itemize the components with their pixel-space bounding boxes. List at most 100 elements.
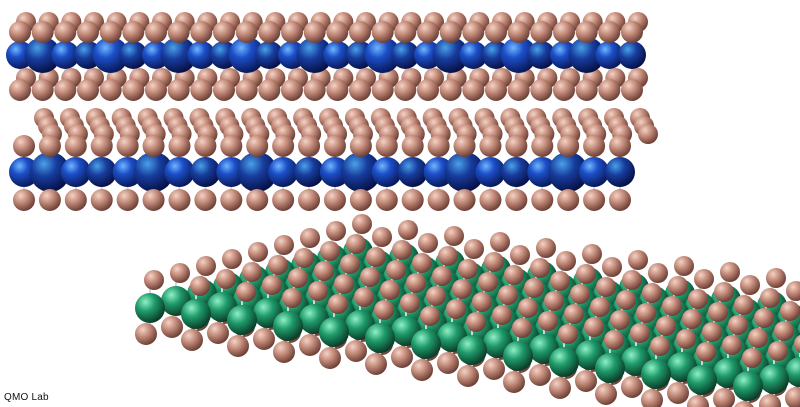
chalcogen-atom [420, 306, 440, 326]
metal-atom [187, 41, 216, 69]
chalcogen-atom [300, 228, 320, 248]
chalcogen-atom [258, 79, 281, 101]
chalcogen-atom [406, 273, 426, 293]
chalcogen-atom [556, 251, 576, 271]
chalcogen-atom [464, 239, 484, 259]
chalcogen-atom [636, 303, 656, 323]
chalcogen-atom [64, 189, 87, 211]
chalcogen-atom [380, 280, 400, 300]
chalcogen-atom [557, 189, 580, 211]
metal-atom [475, 157, 506, 187]
chalcogen-atom [38, 135, 61, 157]
chalcogen-atom [553, 79, 575, 101]
chalcogen-atom [349, 21, 371, 43]
chalcogen-atom [760, 288, 780, 308]
metal-atom [503, 341, 533, 371]
chalcogen-atom [478, 272, 498, 292]
chalcogen-atom [354, 287, 374, 307]
chalcogen-atom [786, 281, 800, 301]
middle-crystal-layer [9, 108, 658, 211]
chalcogen-atom [326, 79, 349, 101]
metal-atom [119, 41, 148, 69]
metal-atom [294, 157, 325, 187]
chalcogen-atom [167, 21, 190, 43]
chalcogen-atom [550, 271, 570, 291]
chalcogen-atom [220, 135, 243, 157]
chalcogen-atom [622, 270, 642, 290]
metal-atom [527, 41, 556, 69]
chalcogen-atom [687, 395, 709, 407]
metal-atom [24, 37, 61, 73]
chalcogen-atom [417, 79, 439, 101]
chalcogen-atom [479, 135, 502, 157]
chalcogen-atom [575, 21, 598, 43]
chalcogen-atom [609, 135, 631, 157]
chalcogen-atom [638, 124, 658, 144]
chalcogen-atom [116, 189, 139, 211]
chalcogen-atom [326, 21, 349, 43]
metal-atom [641, 359, 671, 389]
chalcogen-atom [308, 281, 328, 301]
chalcogen-atom [90, 135, 113, 157]
metal-atom [501, 157, 532, 187]
metal-atom [432, 37, 469, 73]
chalcogen-atom [492, 305, 512, 325]
chalcogen-atom [490, 232, 510, 252]
chalcogen-atom [667, 382, 689, 404]
chalcogen-atom [780, 301, 800, 321]
chalcogen-atom [507, 79, 530, 101]
chalcogen-atom [609, 189, 631, 211]
chalcogen-atom [235, 79, 258, 101]
chalcogen-atom [273, 341, 295, 363]
metal-atom [444, 152, 485, 192]
metal-atom [595, 353, 625, 383]
chalcogen-atom [734, 295, 754, 315]
chalcogen-atom [728, 315, 748, 335]
metal-atom [92, 37, 129, 73]
chalcogen-atom [272, 135, 295, 157]
metal-atom [51, 41, 80, 69]
chalcogen-atom [558, 324, 578, 344]
chalcogen-atom [401, 135, 424, 157]
chalcogen-atom [722, 335, 742, 355]
chalcogen-atom [498, 285, 518, 305]
chalcogen-atom [161, 316, 183, 338]
chalcogen-atom [9, 21, 31, 43]
metal-atom [190, 157, 221, 187]
chalcogen-atom [530, 21, 553, 43]
metal-atom [605, 157, 635, 187]
chalcogen-atom [236, 282, 256, 302]
chalcogen-atom [444, 226, 464, 246]
chalcogen-atom [742, 348, 762, 368]
chalcogen-atom [531, 189, 554, 211]
chalcogen-atom [642, 283, 662, 303]
chalcogen-atom [621, 21, 643, 43]
metal-atom [457, 335, 487, 365]
chalcogen-atom [656, 316, 676, 336]
chalcogen-atom [349, 79, 371, 101]
chalcogen-atom [650, 336, 670, 356]
chalcogen-atom [598, 79, 621, 101]
chalcogen-atom [628, 250, 648, 270]
metal-atom [595, 41, 624, 69]
chalcogen-atom [794, 334, 800, 354]
chalcogen-atom [242, 262, 262, 282]
chalcogen-atom [553, 21, 575, 43]
chalcogen-atom [458, 259, 478, 279]
chalcogen-atom [531, 135, 554, 157]
chalcogen-atom [641, 389, 663, 407]
chalcogen-atom [538, 311, 558, 331]
chalcogen-atom [485, 21, 507, 43]
chalcogen-atom [621, 79, 643, 101]
chalcogen-atom [323, 189, 346, 211]
chalcogen-atom [582, 244, 602, 264]
metal-atom [29, 152, 70, 192]
chalcogen-atom [590, 297, 610, 317]
chalcogen-atom [483, 358, 505, 380]
metal-atom [296, 37, 333, 73]
chalcogen-atom [272, 189, 295, 211]
metal-atom [268, 157, 299, 187]
chalcogen-atom [676, 329, 696, 349]
chalcogen-atom [319, 347, 341, 369]
chalcogen-atom [281, 21, 303, 43]
